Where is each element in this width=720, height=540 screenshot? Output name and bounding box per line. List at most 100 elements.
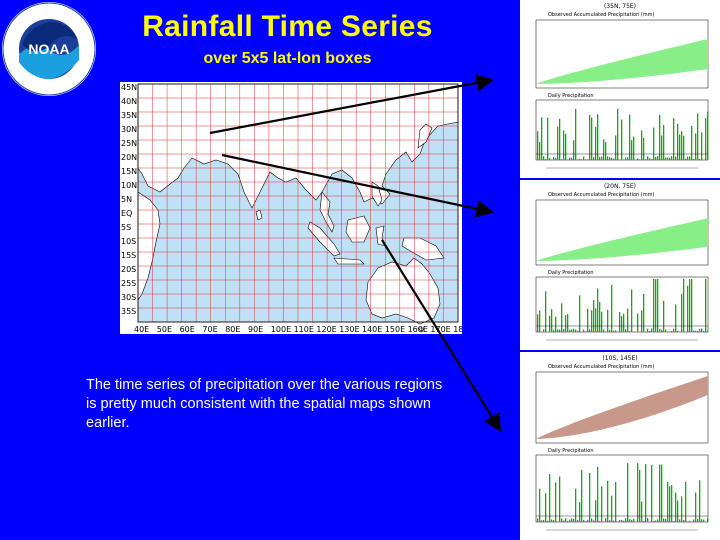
daily-bar xyxy=(691,279,693,332)
daily-bar xyxy=(581,159,583,160)
accumulated-area xyxy=(536,218,708,261)
daily-bar xyxy=(617,108,619,160)
daily-bar xyxy=(707,111,709,160)
daily-bar xyxy=(579,295,581,332)
lon-label: 160E xyxy=(408,325,428,334)
daily-bar xyxy=(573,518,575,522)
daily-bar xyxy=(551,519,553,522)
slide-subtitle: over 5x5 lat-lon boxes xyxy=(203,50,372,67)
daily-bar xyxy=(571,518,573,522)
daily-bar xyxy=(655,279,657,332)
daily-bar xyxy=(639,159,641,160)
daily-bar xyxy=(669,486,671,522)
daily-bar xyxy=(647,156,649,160)
lat-label: 40N xyxy=(121,97,137,106)
daily-bar xyxy=(593,300,595,332)
lon-label: 80E xyxy=(225,325,240,334)
daily-bar xyxy=(543,329,545,332)
daily-bar xyxy=(551,309,553,332)
daily-bar xyxy=(621,316,623,332)
daily-bar xyxy=(539,142,541,160)
daily-bar xyxy=(695,492,697,522)
daily-bar xyxy=(693,330,695,332)
daily-bar xyxy=(653,127,655,160)
daily-bar xyxy=(553,157,555,160)
lon-label: 180 xyxy=(453,325,462,334)
daily-bar xyxy=(643,137,645,160)
daily-bar xyxy=(659,464,661,522)
daily-bar xyxy=(647,518,649,522)
accumulated-area xyxy=(536,39,708,84)
daily-bar xyxy=(591,518,593,522)
daily-bar xyxy=(665,329,667,332)
daily-bar xyxy=(559,118,561,160)
daily-bar xyxy=(703,331,705,332)
daily-bar xyxy=(561,303,563,332)
lat-label: 10S xyxy=(121,237,136,246)
daily-bar xyxy=(683,520,685,522)
daily-bar xyxy=(661,464,663,522)
daily-bar xyxy=(585,331,587,332)
daily-bar xyxy=(655,520,657,522)
daily-bar xyxy=(615,330,617,332)
daily-bar xyxy=(627,157,629,160)
daily-bar xyxy=(705,279,707,332)
daily-bar xyxy=(585,521,587,522)
panel-acc-title: Observed Accumulated Precipitation (mm) xyxy=(548,192,654,198)
daily-bar xyxy=(663,300,665,332)
daily-bar xyxy=(673,328,675,332)
daily-bar xyxy=(651,328,653,332)
daily-bar xyxy=(657,156,659,160)
daily-bar xyxy=(665,518,667,522)
daily-bar xyxy=(657,279,659,332)
daily-bar xyxy=(555,157,557,160)
daily-bar xyxy=(677,500,679,522)
daily-bar xyxy=(621,519,623,522)
lon-label: 120E xyxy=(316,325,336,334)
daily-bar xyxy=(701,132,703,160)
daily-bar xyxy=(687,156,689,160)
daily-bar xyxy=(697,330,699,332)
daily-bar xyxy=(597,114,599,160)
daily-bar xyxy=(699,480,701,522)
daily-bar xyxy=(649,158,651,160)
daily-bar xyxy=(685,481,687,522)
daily-bar xyxy=(673,521,675,522)
daily-bar xyxy=(701,328,703,332)
daily-bar xyxy=(665,157,667,160)
daily-bar xyxy=(639,469,641,522)
daily-bar xyxy=(601,486,603,522)
daily-bar xyxy=(693,158,695,160)
daily-bar xyxy=(697,518,699,522)
daily-bar xyxy=(683,135,685,160)
daily-bar xyxy=(561,159,563,160)
daily-bar xyxy=(587,159,589,160)
daily-bar xyxy=(583,156,585,160)
daily-bar xyxy=(685,158,687,160)
lon-label: 130E xyxy=(339,325,359,334)
daily-bar xyxy=(689,156,691,160)
daily-bar xyxy=(695,133,697,160)
daily-bar xyxy=(661,135,663,160)
daily-bar xyxy=(649,331,651,332)
daily-bar xyxy=(621,119,623,160)
daily-bar xyxy=(563,520,565,522)
daily-bar xyxy=(675,304,677,332)
daily-bar xyxy=(555,482,557,522)
daily-bar xyxy=(671,485,673,522)
lat-label: 30N xyxy=(121,125,137,134)
lon-label: 110E xyxy=(294,325,314,334)
daily-bar xyxy=(549,474,551,522)
daily-bar xyxy=(619,311,621,332)
daily-bar xyxy=(697,113,699,160)
daily-bar xyxy=(601,311,603,332)
daily-bar xyxy=(537,314,539,332)
daily-bar xyxy=(607,309,609,332)
daily-bar xyxy=(605,518,607,522)
daily-bar xyxy=(587,308,589,332)
daily-bar xyxy=(541,117,543,160)
daily-bar xyxy=(559,329,561,332)
daily-bar xyxy=(545,291,547,332)
daily-bar xyxy=(557,126,559,160)
daily-bar xyxy=(575,108,577,160)
